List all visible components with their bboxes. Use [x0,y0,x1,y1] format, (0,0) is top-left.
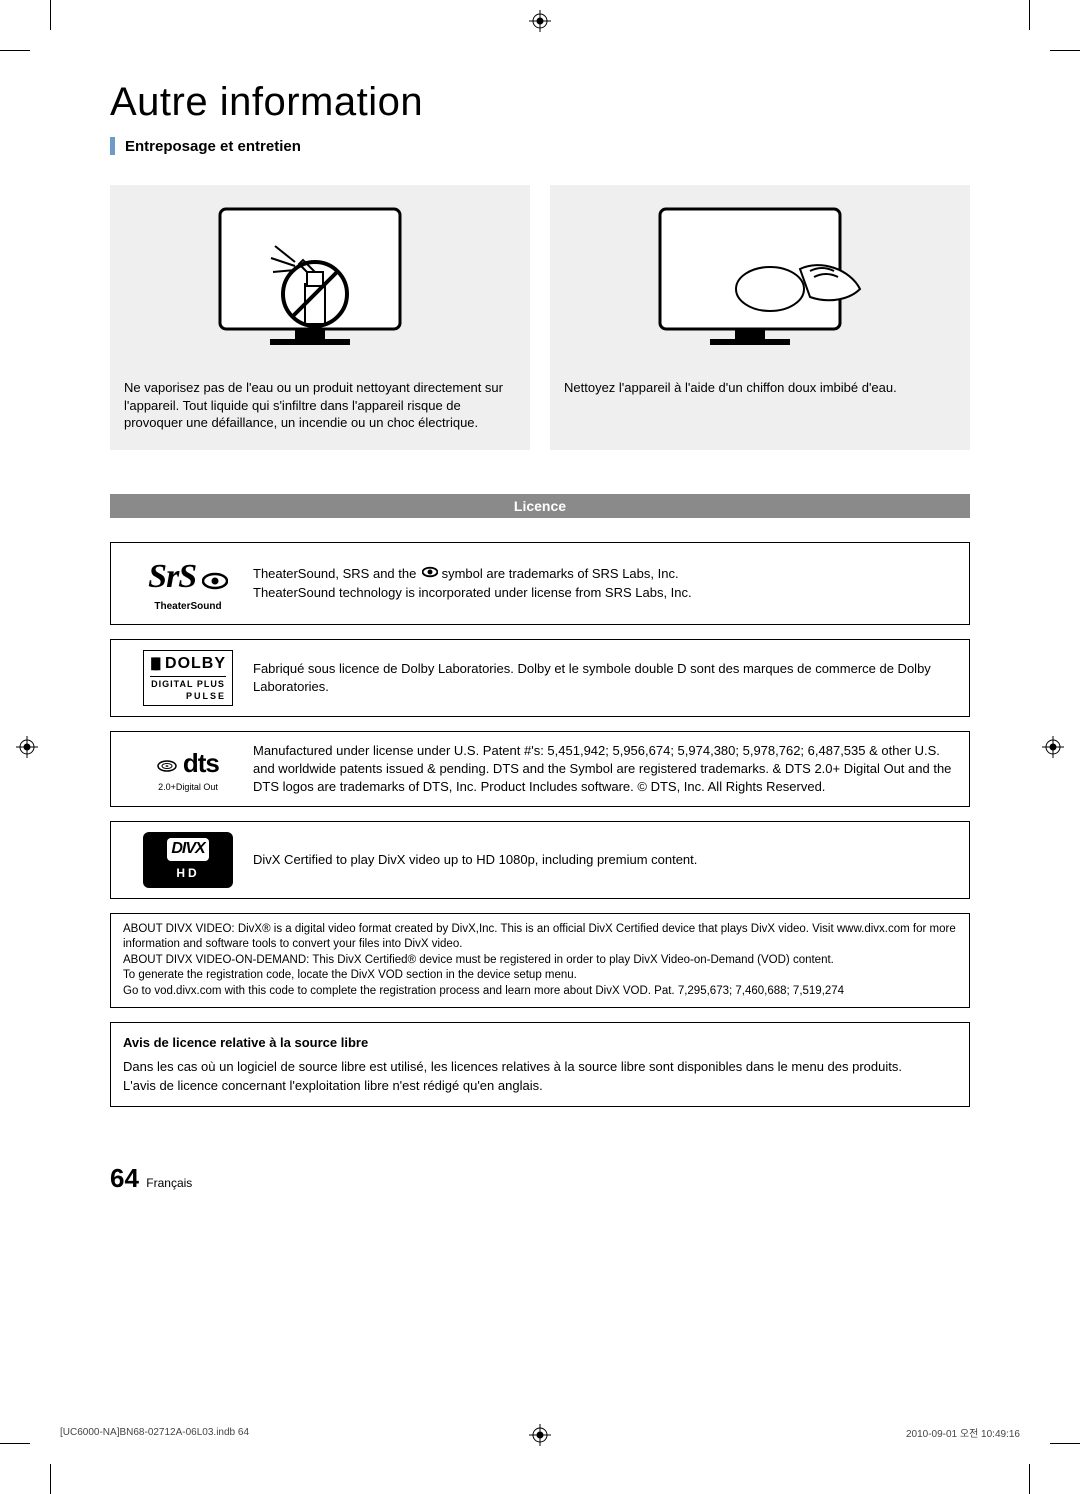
srs-text-line2: TheaterSound technology is incorporated … [253,584,957,602]
srs-logo-text: SrS [148,558,196,595]
about-divx-l2: ABOUT DIVX VIDEO-ON-DEMAND: This DivX Ce… [123,953,957,969]
licence-box-divx: DIVX HD DivX Certified to play DivX vide… [110,821,970,898]
footer-file-right: 2010-09-01 오전 10:49:16 [906,1425,1020,1440]
dolby-logo-mid: DIGITAL PLUS [150,676,226,691]
footer-file-info: [UC6000-NA]BN68-02712A-06L03.indb 64 201… [60,1425,1020,1440]
open-source-l2: L'avis de licence concernant l'exploitat… [123,1076,957,1096]
licence-box-dolby: ▮▮ DOLBY DIGITAL PLUS PULSE Fabriqué sou… [110,639,970,717]
section-heading: Entreposage et entretien [110,137,970,155]
about-divx-l3: To generate the registration code, locat… [123,968,957,984]
section-heading-text: Entreposage et entretien [125,138,301,155]
footer-file-left: [UC6000-NA]BN68-02712A-06L03.indb 64 [60,1427,249,1438]
licence-box-srs: SrS TheaterSound TheaterSound, SRS and t… [110,542,970,626]
divx-logo: DIVX HD [123,832,253,887]
page-number-block: 64 Français [110,1163,192,1194]
open-source-l1: Dans les cas où un logiciel de source li… [123,1057,957,1077]
page-language: Français [146,1176,192,1190]
about-divx-box: ABOUT DIVX VIDEO: DivX® is a digital vid… [110,913,970,1009]
licence-heading-bar: Licence [110,494,970,518]
srs-logo: SrS TheaterSound [123,553,253,615]
srs-eye-icon-inline [422,565,438,583]
dolby-logo: ▮▮ DOLBY DIGITAL PLUS PULSE [123,650,253,706]
srs-text-post: symbol are trademarks of SRS Labs, Inc. [442,566,679,581]
page-title: Autre information [110,80,970,125]
srs-text: TheaterSound, SRS and the symbol are tra… [253,565,957,602]
open-source-title: Avis de licence relative à la source lib… [123,1033,957,1053]
licence-box-dts: dts 2.0+Digital Out Manufactured under l… [110,731,970,808]
divx-logo-bot: HD [153,865,223,882]
about-divx-l1: ABOUT DIVX VIDEO: DivX® is a digital vid… [123,922,957,953]
open-source-box: Avis de licence relative à la source lib… [110,1022,970,1107]
page-number: 64 [110,1163,139,1193]
dts-logo-sub: 2.0+Digital Out [158,781,218,794]
heading-accent-bar [110,137,115,155]
srs-text-pre: TheaterSound, SRS and the [253,566,420,581]
registration-mark-icon [16,736,38,758]
dts-logo: dts 2.0+Digital Out [123,745,253,794]
divx-text: DivX Certified to play DivX video up to … [253,851,957,869]
illustration-box-right: Nettoyez l'appareil à l'aide d'un chiffo… [550,185,970,450]
illustration-box-left: Ne vaporisez pas de l'eau ou un produit … [110,185,530,450]
dolby-logo-top: DOLBY [165,655,226,672]
dts-disc-icon [157,761,181,776]
divx-logo-top: DIVX [167,838,208,860]
registration-mark-icon [1042,736,1064,758]
registration-mark-icon [529,10,551,32]
dolby-dd-icon: ▮▮ [150,655,156,672]
dts-text: Manufactured under license under U.S. Pa… [253,742,957,797]
illustration-caption-left: Ne vaporisez pas de l'eau ou un produit … [124,379,516,432]
about-divx-l4: Go to vod.divx.com with this code to com… [123,984,957,1000]
dts-logo-text: dts [183,748,219,778]
srs-logo-sub: TheaterSound [154,600,221,614]
illustration-caption-right: Nettoyez l'appareil à l'aide d'un chiffo… [564,379,956,397]
dolby-text: Fabriqué sous licence de Dolby Laborator… [253,660,957,696]
dolby-logo-bot: PULSE [150,690,226,703]
srs-eye-icon [202,572,228,595]
wipe-tv-illustration [564,199,956,369]
spray-tv-illustration [124,199,516,369]
illustration-row: Ne vaporisez pas de l'eau ou un produit … [110,185,970,450]
page-content: Autre information Entreposage et entreti… [110,80,970,1107]
